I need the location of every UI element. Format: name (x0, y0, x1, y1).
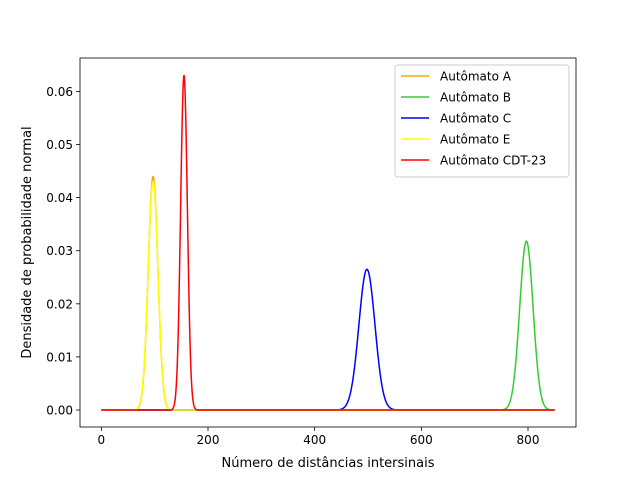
legend-label: Autômato B (440, 91, 511, 105)
legend-label: Autômato E (440, 133, 510, 147)
x-tick-label: 400 (303, 433, 326, 447)
x-axis-ticks: 0 200 400 600 800 (98, 427, 540, 447)
y-tick-label: 0.05 (46, 138, 73, 152)
y-tick-label: 0.01 (46, 350, 73, 364)
plot-frame (79, 57, 577, 428)
y-tick-label: 0.00 (46, 404, 73, 418)
y-tick-label: 0.03 (46, 244, 73, 258)
y-tick-label: 0.04 (46, 191, 73, 205)
x-tick-label: 200 (197, 433, 220, 447)
series-line-5 (100, 74, 556, 411)
legend-box (394, 64, 570, 178)
y-axis-ticks: 0.00 0.01 0.02 0.03 0.04 0.05 0.06 (46, 85, 80, 418)
x-tick-label: 600 (410, 433, 433, 447)
plot-lines (100, 74, 556, 411)
legend: Autômato A Autômato B Autômato C Autômato E… (394, 64, 570, 178)
legend-label: Autômato C (440, 112, 511, 126)
legend-label: Autômato A (440, 70, 512, 84)
y-axis-label: Densidade de probabilidade normal (20, 126, 35, 358)
y-tick-label: 0.02 (46, 297, 73, 311)
x-tick-label: 800 (517, 433, 540, 447)
legend-label: Autômato CDT-23 (440, 154, 546, 168)
x-axis-label: Número de distâncias intersinais (222, 456, 435, 471)
y-tick-label: 0.06 (46, 85, 73, 99)
x-tick-label: 0 (98, 433, 106, 447)
